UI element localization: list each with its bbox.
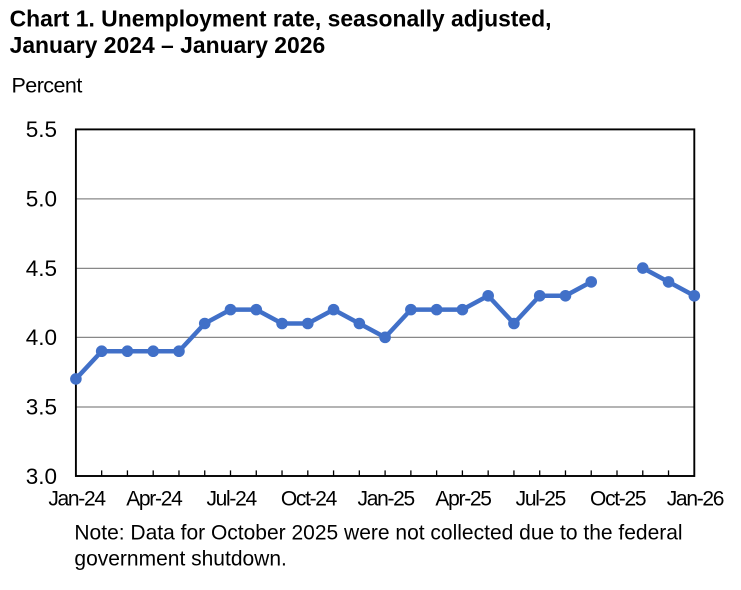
svg-text:Oct-24: Oct-24 [281,487,338,510]
svg-text:Jul-24: Jul-24 [206,487,257,510]
svg-text:Jan-24: Jan-24 [48,487,106,510]
svg-text:Chart 1. Unemployment rate, se: Chart 1. Unemployment rate, seasonally a… [10,5,552,31]
svg-text:5.5: 5.5 [26,117,57,142]
svg-text:government shutdown.: government shutdown. [74,548,286,571]
svg-text:4.0: 4.0 [26,325,57,350]
svg-text:Apr-24: Apr-24 [126,487,183,510]
svg-text:Percent: Percent [12,74,83,98]
svg-text:5.0: 5.0 [26,187,57,212]
svg-text:4.5: 4.5 [26,256,57,281]
svg-text:Jul-25: Jul-25 [516,487,566,510]
svg-text:Jan-25: Jan-25 [358,487,415,510]
svg-text:3.0: 3.0 [26,464,57,489]
svg-text:3.5: 3.5 [26,394,57,419]
svg-text:Jan-26: Jan-26 [667,487,724,510]
svg-text:Oct-25: Oct-25 [590,487,646,510]
svg-text:January 2024 – January 2026: January 2024 – January 2026 [10,32,326,58]
svg-text:Apr-25: Apr-25 [435,487,491,510]
svg-text:Note: Data for October 2025 we: Note: Data for October 2025 were not col… [74,521,682,544]
